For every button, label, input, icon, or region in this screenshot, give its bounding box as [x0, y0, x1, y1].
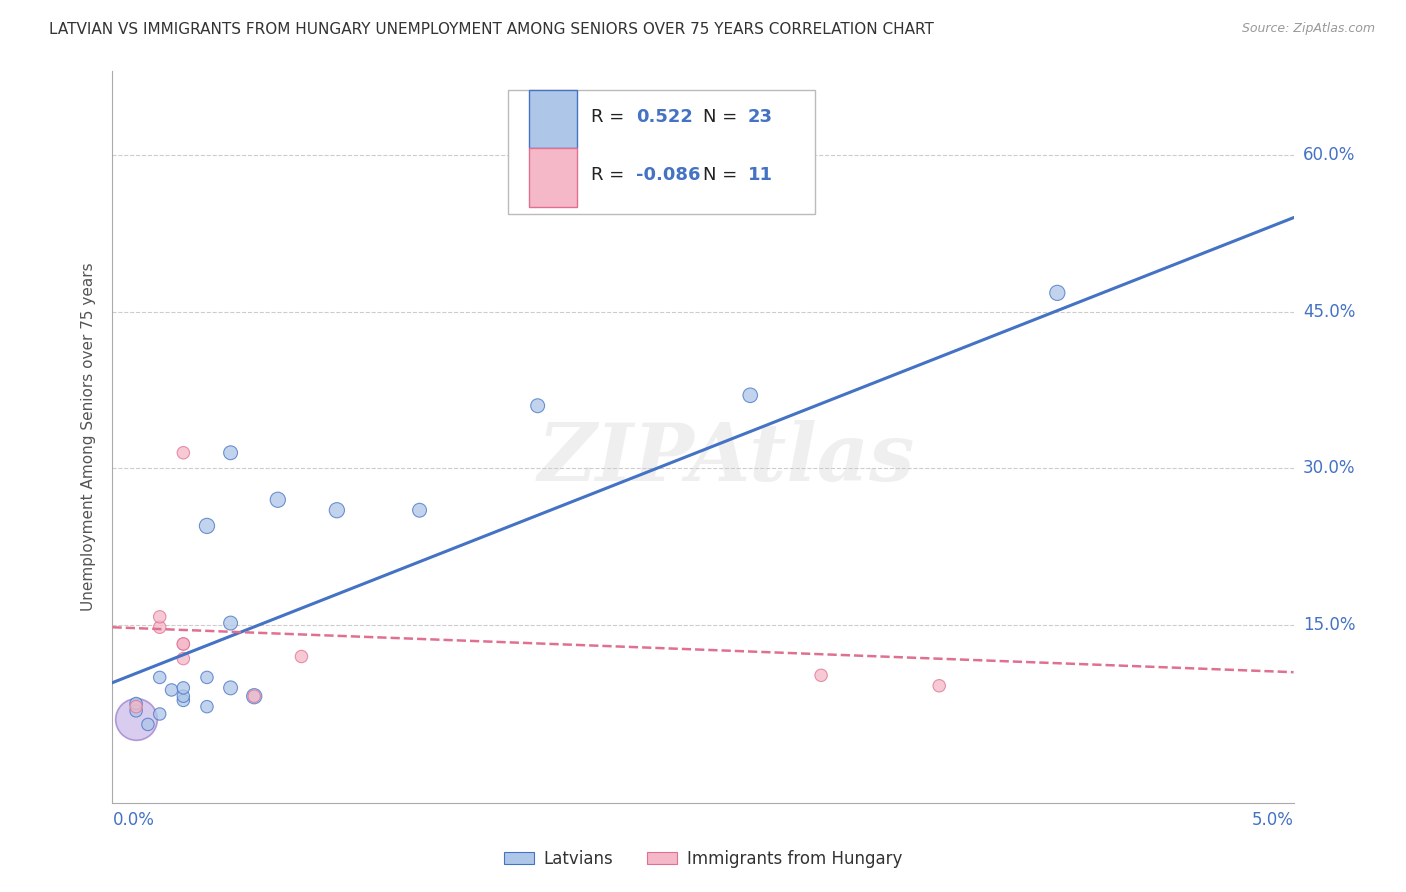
Point	[160, 682, 183, 697]
Point	[810, 668, 832, 682]
Point	[172, 690, 194, 704]
Point	[740, 388, 762, 402]
Text: ZIPAtlas: ZIPAtlas	[538, 420, 915, 498]
Text: 11: 11	[748, 166, 773, 185]
Point	[172, 693, 194, 707]
Point	[526, 399, 548, 413]
Point	[195, 670, 218, 684]
Point	[125, 712, 148, 726]
Point	[195, 519, 218, 533]
Point	[136, 717, 159, 731]
Text: 23: 23	[748, 108, 773, 126]
Point	[172, 637, 194, 651]
Point	[172, 446, 194, 460]
Point	[172, 651, 194, 665]
Point	[149, 706, 172, 721]
Text: 0.0%: 0.0%	[112, 811, 155, 830]
Point	[195, 699, 218, 714]
Legend: Latvians, Immigrants from Hungary: Latvians, Immigrants from Hungary	[498, 844, 908, 875]
Point	[219, 616, 242, 631]
Text: 15.0%: 15.0%	[1303, 616, 1355, 634]
Point	[219, 681, 242, 695]
Text: -0.086: -0.086	[636, 166, 700, 185]
Bar	[530, 90, 576, 148]
Point	[326, 503, 349, 517]
Point	[219, 446, 242, 460]
Point	[1046, 285, 1069, 300]
Point	[149, 620, 172, 634]
Text: R =: R =	[591, 166, 630, 185]
Text: R =: R =	[591, 108, 630, 126]
Point	[125, 699, 148, 714]
Point	[290, 649, 312, 664]
Text: N =: N =	[703, 166, 742, 185]
Y-axis label: Unemployment Among Seniors over 75 years: Unemployment Among Seniors over 75 years	[80, 263, 96, 611]
Text: 0.522: 0.522	[636, 108, 693, 126]
Point	[243, 690, 266, 704]
Point	[928, 679, 950, 693]
Point	[125, 704, 148, 718]
Point	[267, 492, 290, 507]
Point	[149, 670, 172, 684]
Point	[172, 637, 194, 651]
Point	[125, 697, 148, 711]
Text: LATVIAN VS IMMIGRANTS FROM HUNGARY UNEMPLOYMENT AMONG SENIORS OVER 75 YEARS CORR: LATVIAN VS IMMIGRANTS FROM HUNGARY UNEMP…	[49, 22, 934, 37]
Text: Source: ZipAtlas.com: Source: ZipAtlas.com	[1241, 22, 1375, 36]
Text: 45.0%: 45.0%	[1303, 302, 1355, 321]
Text: N =: N =	[703, 108, 742, 126]
Text: 30.0%: 30.0%	[1303, 459, 1355, 477]
Point	[172, 681, 194, 695]
Text: 5.0%: 5.0%	[1251, 811, 1294, 830]
Point	[408, 503, 430, 517]
FancyBboxPatch shape	[508, 90, 815, 214]
Text: 60.0%: 60.0%	[1303, 146, 1355, 164]
Point	[149, 609, 172, 624]
Point	[243, 690, 266, 704]
Bar	[530, 148, 576, 207]
